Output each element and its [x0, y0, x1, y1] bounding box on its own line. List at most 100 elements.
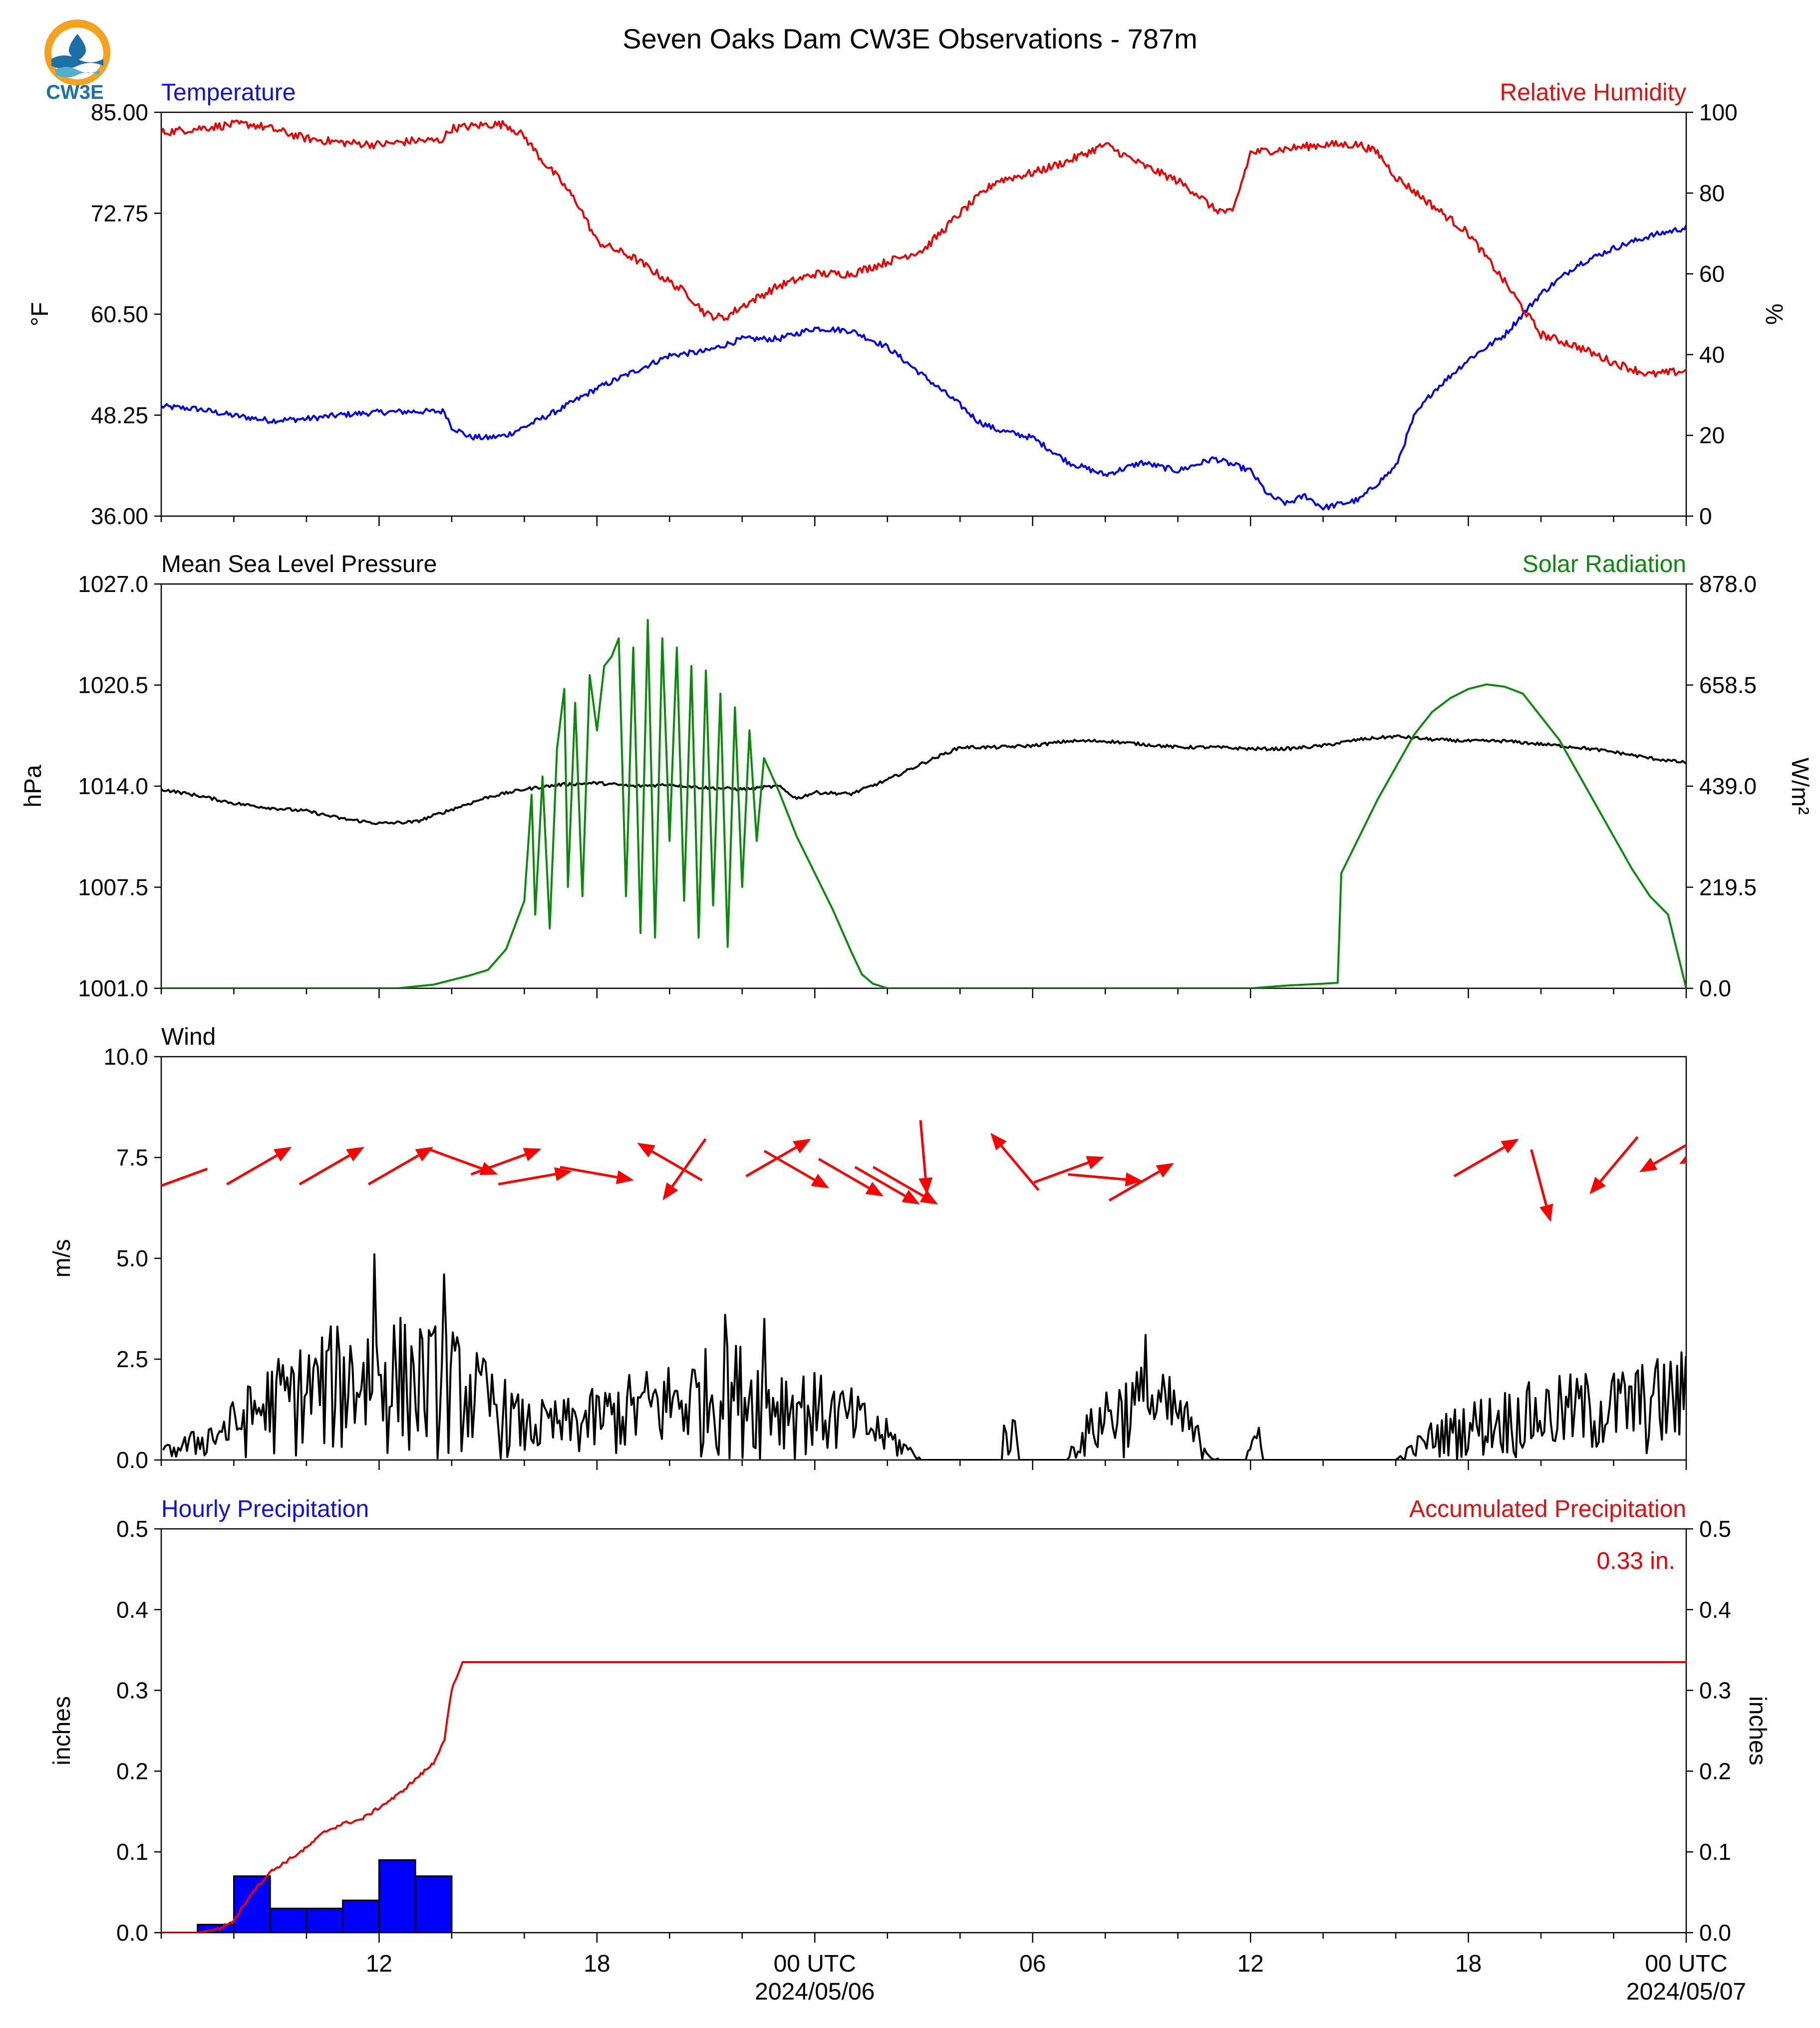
y-tick-label-right: 439.0: [1699, 773, 1757, 799]
y-tick-label-left: 1020.5: [78, 672, 148, 698]
y-tick-label-right: 0.5: [1699, 1516, 1731, 1542]
y-tick-label-left: 0.0: [116, 1447, 148, 1473]
wind-arrow-shaft: [226, 1154, 278, 1185]
logo-droplet-icon: [68, 34, 86, 60]
wind-arrow-head: [637, 1143, 655, 1158]
wind-arrow-shaft: [470, 1153, 526, 1176]
plot-data-area: [161, 619, 1686, 988]
logo-wave-1: [51, 55, 103, 69]
wind-arrows: [161, 1120, 1686, 1222]
y-tick-label-left: 10.0: [103, 1044, 148, 1070]
precip-bar: [269, 1907, 307, 1933]
y-tick-label-left: 0.3: [116, 1678, 148, 1704]
wind-arrow-head: [1639, 1158, 1658, 1172]
y-tick-label-left: 2.5: [116, 1346, 148, 1372]
wind-arrow: [818, 1158, 884, 1196]
precip-bar: [414, 1875, 453, 1933]
logo-text: CW3E: [46, 81, 104, 103]
x-tick-label: 12: [1237, 1951, 1263, 1977]
wind-arrow-shaft: [1599, 1136, 1639, 1182]
x-tick-label: 00 UTC: [1645, 1951, 1727, 1977]
wind-arrow: [1108, 1162, 1174, 1202]
wind-arrow-shaft: [872, 1165, 924, 1197]
x-tick-label: 18: [1455, 1951, 1482, 1977]
y-tick-label-left: 0.0: [116, 1920, 148, 1946]
y-tick-label-right: 0: [1699, 503, 1712, 529]
x-tick-label: 18: [584, 1951, 610, 1977]
wind-arrow-shaft: [1068, 1173, 1126, 1181]
wind-arrow-shaft: [745, 1146, 797, 1177]
wind-arrow: [161, 1167, 208, 1187]
y-tick-label-right: 0.4: [1699, 1597, 1731, 1623]
x-tick-label: 00 UTC: [774, 1951, 856, 1977]
y-tick-label-left: 0.1: [116, 1839, 148, 1865]
accumulated-total-label: 0.33 in.: [1597, 1548, 1675, 1574]
y-tick-label-left: 85.00: [91, 99, 148, 125]
panel-temp_rh: 36.00 48.25 60.50 72.75 85.00 0 20 40 60 80 100 Tem…: [27, 79, 1787, 529]
wind-arrow: [662, 1138, 707, 1200]
series-line-temperature: [161, 224, 1686, 511]
y-axis-label-right: W/m²: [1787, 758, 1813, 815]
wind-arrow-head: [919, 1189, 938, 1205]
wind-arrow: [990, 1133, 1040, 1191]
wind-arrow-head: [865, 1181, 884, 1196]
panels-layer: 36.00 48.25 60.50 72.75 85.00 0 20 40 60 80 100 Tem…: [20, 79, 1813, 2005]
wind-arrow-head: [990, 1133, 1007, 1151]
wind-arrow-head: [1679, 1155, 1686, 1164]
panel-pressure_solar: 1001.0 1007.5 1014.0 1020.5 1027.0 0.0 219.5 43…: [20, 551, 1813, 1001]
y-tick-label-right: 0.0: [1699, 1920, 1731, 1946]
logo-wave-2: [55, 67, 100, 77]
y-tick-label-left: 5.0: [116, 1245, 148, 1271]
y-tick-label-right: 20: [1699, 422, 1725, 448]
wind-arrow-shaft: [427, 1148, 483, 1170]
panel-title-right: Accumulated Precipitation: [1409, 1496, 1686, 1522]
y-axis-label-right: inches: [1744, 1696, 1771, 1765]
y-tick-label-left: 36.00: [91, 503, 148, 529]
wind-arrow-head: [1539, 1203, 1553, 1222]
x-tick-label: 12: [366, 1951, 392, 1977]
y-tick-label-right: 80: [1699, 180, 1725, 206]
precip-bar: [305, 1907, 344, 1933]
precip-bar: [342, 1899, 380, 1933]
y-tick-label-right: 100: [1699, 99, 1738, 125]
y-tick-label-left: 72.75: [91, 200, 148, 226]
wind-arrow-shaft: [671, 1138, 707, 1187]
wind-arrow-head: [273, 1147, 292, 1161]
wind-arrow-shaft: [299, 1154, 350, 1185]
y-axis-label-left: inches: [49, 1696, 75, 1765]
wind-arrow-head: [662, 1182, 678, 1200]
wind-arrow-head: [1086, 1156, 1104, 1169]
y-axis-label-left: hPa: [20, 765, 46, 808]
cw3e-logo: CW3E: [44, 19, 110, 103]
precip-bar: [233, 1875, 271, 1933]
wind-arrow: [854, 1165, 920, 1205]
wind-arrow-shaft: [1653, 1144, 1686, 1165]
wind-arrow-head: [1589, 1176, 1606, 1194]
wind-arrow: [1639, 1144, 1686, 1172]
wind-arrow-head: [811, 1173, 829, 1188]
wind-arrow-shaft: [651, 1150, 703, 1181]
wind-arrow-head: [1156, 1162, 1174, 1178]
y-tick-label-right: 60: [1699, 261, 1725, 287]
wind-arrow-shaft: [919, 1120, 927, 1178]
y-tick-label-right: 0.2: [1699, 1758, 1731, 1784]
chart-title: Seven Oaks Dam CW3E Observations - 787m: [622, 23, 1198, 54]
y-tick-label-left: 1027.0: [78, 571, 148, 597]
wind-arrow-shaft: [1000, 1145, 1040, 1191]
y-tick-label-right: 658.5: [1699, 672, 1757, 698]
wind-arrow-shaft: [818, 1158, 870, 1189]
y-tick-label-right: 0.0: [1699, 975, 1731, 1001]
wind-arrow-shaft: [854, 1165, 906, 1197]
wind-arrow-head: [793, 1139, 811, 1154]
y-tick-label-left: 48.25: [91, 402, 148, 428]
y-tick-label-left: 1001.0: [78, 975, 148, 1001]
x-tick-label: 06: [1019, 1951, 1046, 1977]
panel-title-left: Mean Sea Level Pressure: [161, 551, 437, 578]
panel-wind: 0.0 2.5 5.0 7.5 10.0 Wind m/s: [49, 1024, 1687, 1473]
wind-arrow-shaft: [560, 1165, 617, 1178]
wind-arrow: [1530, 1149, 1553, 1222]
wind-arrow: [1033, 1156, 1104, 1184]
y-tick-label-left: 1014.0: [78, 773, 148, 799]
panel-title-right: Relative Humidity: [1500, 79, 1686, 106]
panel-title-left: Hourly Precipitation: [161, 1496, 369, 1522]
